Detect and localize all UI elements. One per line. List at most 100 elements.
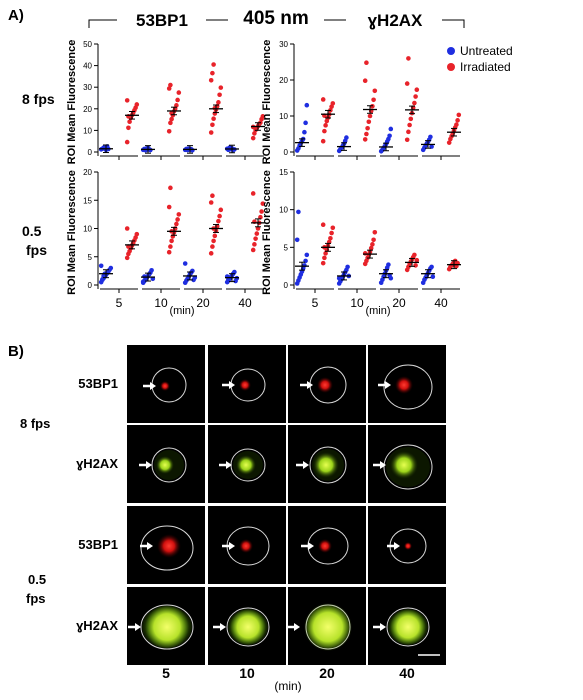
- chart-gh2ax-05fps: 5 10 20 40 0 5 10 15 ROI Mean Fluorescence: [261, 168, 461, 310]
- legend-swatch-irradiated: [447, 63, 455, 71]
- cell-outline: [383, 444, 433, 490]
- data-point: [320, 260, 326, 266]
- data-point: [330, 101, 336, 106]
- arrow-head: [147, 542, 153, 550]
- arrow-head: [146, 461, 152, 469]
- data-point: [330, 225, 336, 231]
- y-tick-label: 10: [279, 206, 288, 215]
- arrow-head: [220, 623, 226, 631]
- damage-focus: [145, 605, 189, 649]
- data-point: [412, 100, 417, 106]
- micrograph-tile: [288, 425, 366, 503]
- data-point: [166, 128, 172, 134]
- legend: Untreated Irradiated: [447, 44, 513, 74]
- data-point: [407, 122, 412, 128]
- data-point: [250, 191, 256, 196]
- data-point: [371, 97, 376, 103]
- y-tick-label: 20: [83, 168, 92, 177]
- data-point: [217, 92, 222, 98]
- data-point: [134, 231, 140, 237]
- data-point: [304, 102, 310, 108]
- y-tick-label: 0: [88, 281, 93, 290]
- damage-focus: [239, 539, 253, 553]
- data-point: [216, 218, 221, 224]
- damage-focus: [160, 381, 170, 391]
- data-point: [253, 236, 258, 241]
- arrow-head: [294, 623, 300, 631]
- data-point: [428, 134, 433, 140]
- data-point: [323, 123, 328, 128]
- arrow-head: [385, 381, 391, 389]
- x-tick-label: 20: [196, 296, 210, 310]
- micrograph-tile: [208, 425, 286, 503]
- legend-swatch-untreated: [447, 47, 455, 55]
- data-point: [345, 264, 350, 270]
- micrograph-tile: [368, 345, 446, 423]
- data-point: [169, 238, 174, 244]
- data-point: [166, 204, 172, 210]
- data-point: [124, 139, 130, 145]
- damage-focus: [404, 542, 412, 550]
- micrograph-column-label: 10: [239, 665, 255, 681]
- data-point: [371, 237, 376, 243]
- data-point: [208, 77, 214, 83]
- data-point: [408, 116, 414, 122]
- chart-gh2ax-8fps: 0 10 20 30 ROI Mean Fluorescence: [261, 40, 462, 164]
- data-point: [372, 88, 378, 94]
- arrow-head: [308, 542, 314, 550]
- data-point: [413, 94, 418, 99]
- cell-outline: [140, 525, 194, 571]
- data-point: [149, 268, 154, 273]
- data-point: [372, 229, 378, 235]
- y-tick-label: 40: [83, 62, 92, 71]
- micrograph-tile: [287, 587, 366, 665]
- cell-outline: [383, 364, 433, 410]
- data-point: [211, 238, 216, 244]
- damage-focus: [390, 609, 426, 645]
- cell-outline: [309, 446, 347, 484]
- y-tick-label: 15: [279, 168, 288, 177]
- y-axis-label: ROI Mean Fluorescence: [66, 40, 78, 165]
- data-point: [368, 245, 374, 251]
- legend-label-irradiated: Irradiated: [460, 60, 511, 74]
- arrow-head: [380, 461, 386, 469]
- micrograph-column-label: 40: [399, 665, 415, 681]
- data-point: [168, 185, 173, 191]
- data-point: [258, 214, 263, 220]
- micrograph-tile: [288, 345, 366, 423]
- data-point: [216, 100, 221, 105]
- arrow-head: [150, 382, 156, 390]
- data-point: [169, 116, 174, 122]
- micro-xunit: (min): [274, 679, 301, 693]
- y-axis-label: ROI Mean Fluorescence: [261, 170, 273, 295]
- x-tick-label: 40: [238, 296, 252, 310]
- y-tick-label: 10: [83, 126, 92, 135]
- chart-53bp1-05fps: 5 10 20 40 0 5 10 15 20 ROI Mean Fluorescence: [66, 168, 266, 310]
- data-point: [210, 193, 215, 199]
- x-tick-label: 10: [350, 296, 364, 310]
- data-point: [210, 70, 215, 76]
- micrograph-column-label: 20: [319, 665, 335, 681]
- micro-group-05-top: 0.5: [28, 572, 46, 587]
- data-point: [217, 213, 222, 219]
- damage-focus: [317, 377, 333, 393]
- data-point: [366, 119, 372, 125]
- micrograph-tile: [208, 587, 286, 665]
- data-point: [304, 252, 310, 258]
- arrow-head: [135, 623, 141, 631]
- damage-focus: [318, 539, 332, 553]
- data-point: [211, 116, 216, 122]
- micrograph-tile: [127, 587, 205, 665]
- data-point: [124, 255, 130, 261]
- data-point: [176, 90, 182, 95]
- data-point: [364, 131, 369, 137]
- data-point: [367, 113, 373, 119]
- data-point: [370, 242, 375, 247]
- data-point: [250, 135, 256, 141]
- data-point: [387, 133, 392, 139]
- data-point: [328, 235, 333, 241]
- cell-outline: [226, 607, 270, 647]
- data-point: [255, 226, 261, 231]
- data-point: [252, 242, 257, 247]
- xunit-left: (min): [169, 305, 194, 317]
